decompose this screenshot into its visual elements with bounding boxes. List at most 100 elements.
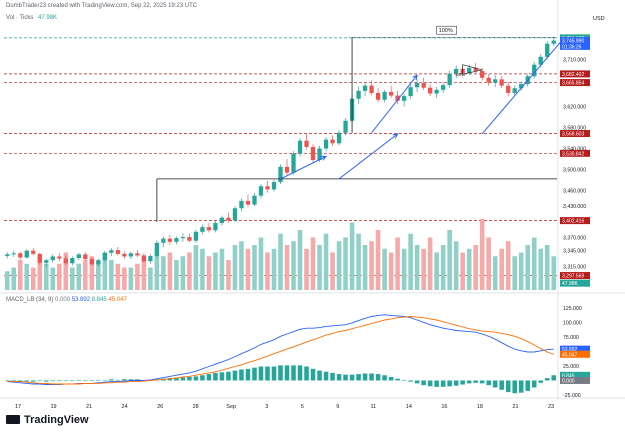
macd-histogram-bar [369, 373, 374, 381]
volume-bar [30, 267, 36, 290]
candle-body [421, 83, 426, 88]
macd-histogram-bar [76, 379, 82, 381]
price-axis-tick: 3,370.000 [563, 236, 586, 242]
macd-histogram-bar [291, 365, 296, 381]
price-axis-badge [560, 149, 590, 157]
candle-body [232, 208, 238, 221]
volume-bar [122, 267, 127, 290]
macd-histogram-bar [44, 380, 49, 382]
time-axis-tick: 14 [406, 404, 412, 410]
volume-bar [219, 248, 225, 290]
macd-histogram-bar [17, 380, 23, 382]
candle-body [454, 68, 459, 74]
macd-histogram-bar [323, 371, 329, 381]
triangle-pattern-icon [462, 64, 483, 75]
price-axis-badge-text: 47.98K [562, 281, 579, 287]
macd-histogram-bar [37, 380, 43, 382]
volume-bar [551, 256, 557, 290]
tradingview-logo[interactable]: TradingView [6, 414, 89, 426]
macd-histogram-bar [401, 379, 407, 381]
candle-body [252, 195, 257, 205]
candle-body [76, 254, 81, 259]
candle-body [187, 237, 192, 241]
volume-bar [96, 263, 101, 290]
candle-body [297, 140, 303, 154]
macd-histogram-bar [167, 378, 173, 381]
price-axis-badge [560, 130, 590, 138]
macd-histogram-bar [460, 380, 465, 385]
macd-histogram-bar [193, 376, 199, 381]
volume-bar [304, 248, 309, 290]
volume-bar [239, 241, 244, 290]
volume-bar [63, 252, 69, 290]
trend-arrow-line [481, 34, 568, 135]
volume-bar [343, 237, 348, 290]
candle-body [37, 253, 42, 263]
macd-histogram-bar [382, 375, 387, 381]
price-axis-tick: 3,580.000 [563, 126, 586, 132]
candle-body [18, 253, 23, 258]
macd-line [7, 314, 554, 385]
volume-bar [70, 267, 75, 290]
candle-body [362, 85, 368, 91]
volume-bar [492, 256, 498, 290]
candle-body [141, 255, 147, 262]
trend-arrow-head-icon [321, 155, 328, 161]
time-axis-tick: 9 [336, 404, 339, 410]
volume-bar [505, 241, 511, 290]
trend-arrow-head-icon [392, 133, 399, 139]
macd-histogram-bar [213, 372, 218, 381]
candle-body [291, 153, 296, 173]
macd-histogram-bar [479, 380, 485, 384]
macd-histogram-bar [4, 380, 10, 382]
candle-body [441, 85, 446, 90]
macd-axis-badge [560, 376, 590, 384]
volume-bar [395, 237, 400, 290]
time-axis-tick: 18 [477, 404, 483, 410]
price-axis-tick: 3,315.000 [563, 264, 586, 270]
price-axis-badge-text: 3,682.402 [562, 72, 584, 78]
price-axis-badge [560, 279, 590, 287]
macd-legend: MACD_LB (34, 9) 0.000 53.892 8.845 45.04… [6, 297, 127, 303]
macd-histogram-bar [304, 366, 309, 381]
macd-legend-hist: 8.845 [91, 297, 107, 303]
macd-histogram-bar [128, 379, 134, 381]
volume-bar [167, 252, 173, 290]
volume-bar [408, 233, 413, 290]
candle-body [180, 237, 186, 239]
candle-body [50, 256, 55, 261]
macd-axis-badge [560, 371, 590, 379]
volume-bar [4, 271, 10, 290]
macd-histogram-bar [187, 376, 192, 381]
time-axis-tick: Sep [226, 404, 236, 410]
price-axis-badge-text: 3,568.603 [562, 132, 584, 138]
volume-bar [115, 263, 121, 290]
macd-histogram-bar [330, 372, 335, 381]
volume-bar [421, 248, 426, 290]
macd-histogram-bar [245, 368, 251, 381]
tradingview-logo-icon [6, 415, 20, 424]
macd-histogram-bar [70, 380, 75, 382]
time-axis-tick: 5 [301, 404, 304, 410]
candle-body [174, 238, 179, 242]
volume-legend: Vol · Ticks 47.98K [6, 15, 57, 21]
volume-bar [427, 237, 433, 290]
volume-bar [128, 267, 134, 290]
price-axis-badge [560, 70, 590, 78]
candle-body [148, 255, 153, 262]
candle-body [499, 79, 504, 86]
macd-histogram-bar [525, 380, 531, 391]
macd-histogram-bar [421, 380, 426, 386]
candle-body [538, 56, 543, 65]
macd-histogram-bar [317, 370, 322, 381]
candle-body [480, 70, 485, 78]
macd-histogram-bar [284, 365, 290, 381]
candle-body [63, 258, 68, 264]
macd-axis-tick: 125.000 [563, 306, 582, 312]
candle-body [200, 227, 205, 232]
candle-body [245, 200, 251, 205]
candle-body [414, 83, 420, 88]
fib-100-label: 100% [439, 28, 453, 34]
